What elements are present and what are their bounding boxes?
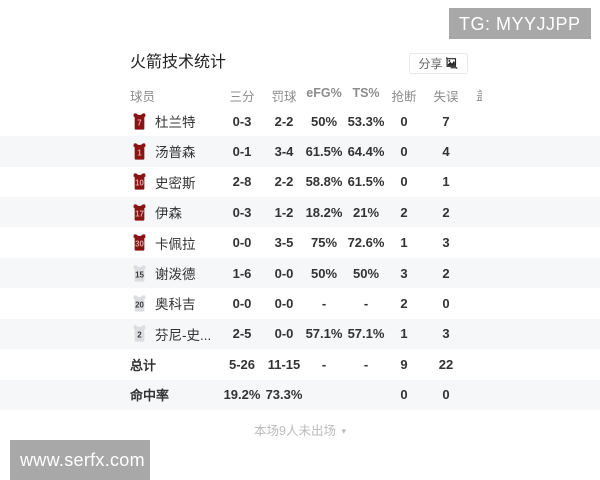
svg-text:1: 1 xyxy=(137,149,142,158)
svg-text:30: 30 xyxy=(135,240,144,249)
svg-text:17: 17 xyxy=(135,210,144,219)
svg-text:7: 7 xyxy=(137,118,142,127)
svg-text:2: 2 xyxy=(137,331,142,340)
svg-text:10: 10 xyxy=(135,179,144,188)
svg-text:20: 20 xyxy=(135,301,144,310)
svg-text:15: 15 xyxy=(135,270,144,279)
